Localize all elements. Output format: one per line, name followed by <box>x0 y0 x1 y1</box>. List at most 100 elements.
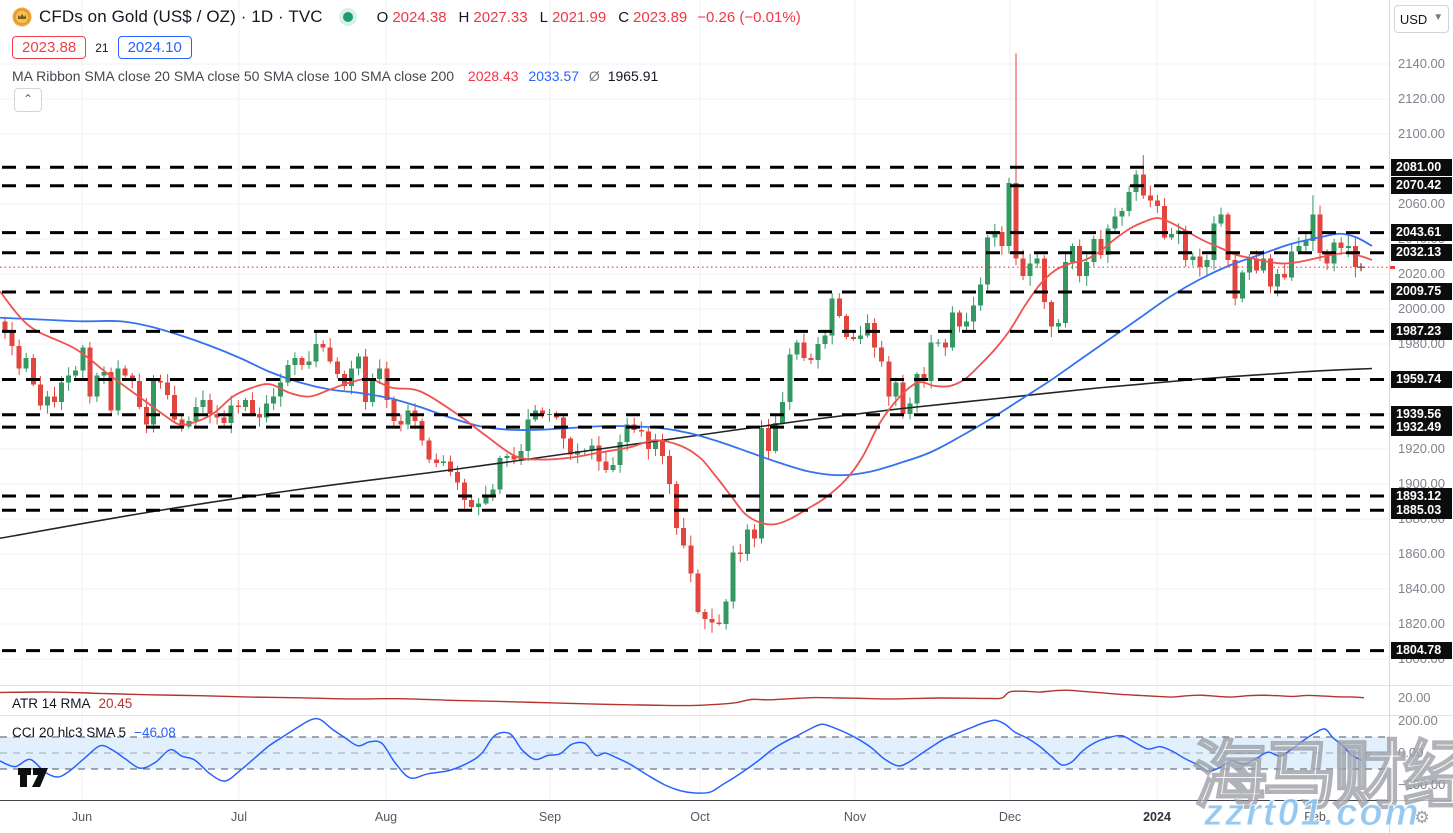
cci-line <box>0 717 1363 794</box>
candle <box>1289 251 1295 278</box>
candle <box>992 232 998 238</box>
candle <box>1338 242 1344 248</box>
candle <box>610 464 616 470</box>
candle <box>497 457 503 490</box>
candle <box>1246 258 1252 273</box>
cci-value: −46.08 <box>134 725 176 740</box>
candle <box>165 382 171 395</box>
candle <box>504 456 510 458</box>
indicator-tick-label: −200.00 <box>1398 777 1446 792</box>
candle <box>1055 323 1061 327</box>
candle <box>51 396 57 402</box>
candle <box>242 400 248 407</box>
candle <box>306 361 312 365</box>
currency-selector[interactable]: USD ▼ <box>1394 5 1449 33</box>
price-tick-label: 2140.00 <box>1398 56 1445 71</box>
candle <box>1310 214 1316 241</box>
candle <box>405 410 411 425</box>
price-line-label: 2009.75 <box>1391 283 1452 301</box>
chevron-down-icon: ▼ <box>1433 12 1444 23</box>
candle <box>645 431 651 449</box>
candle <box>490 489 496 495</box>
candle <box>956 312 962 327</box>
candle <box>30 358 36 385</box>
candle <box>978 284 984 306</box>
symbol-title[interactable]: CFDs on Gold (US$ / OZ) · 1D · TVC <box>39 7 323 26</box>
candle <box>879 347 885 362</box>
time-axis-label: 2024 <box>1143 810 1171 824</box>
ma-ribbon-row[interactable]: MA Ribbon SMA close 20 SMA close 50 SMA … <box>12 68 658 84</box>
cci-pane-label[interactable]: CCI 20 hlc3 SMA 5 −46.08 <box>12 725 176 740</box>
currency-label: USD <box>1399 11 1428 27</box>
candle <box>893 382 899 397</box>
cci-label: CCI 20 hlc3 SMA 5 <box>12 725 127 740</box>
candle <box>476 503 482 507</box>
gold-coin-icon <box>12 7 32 27</box>
candle <box>1197 256 1203 267</box>
candle <box>900 382 906 414</box>
candle <box>419 421 425 441</box>
candle <box>235 405 241 407</box>
candle <box>914 373 920 404</box>
candle <box>462 482 468 500</box>
pane-separator-atr-cci[interactable] <box>0 715 1453 716</box>
candle <box>334 361 340 374</box>
candle <box>391 400 397 421</box>
time-axis-label: Aug <box>374 810 398 824</box>
ma-ribbon-average-value: 1965.91 <box>607 68 659 84</box>
candle <box>603 461 609 470</box>
candle <box>751 529 757 539</box>
candle <box>398 421 404 425</box>
last-close-marker <box>1357 263 1366 272</box>
candle <box>221 417 227 423</box>
ma-ribbon-label: MA Ribbon SMA close 20 SMA close 50 SMA … <box>12 68 455 84</box>
candle <box>1260 258 1266 271</box>
candle <box>843 316 849 337</box>
market-status-icon[interactable] <box>342 12 353 22</box>
candle <box>44 396 50 406</box>
pane-separator-main-atr[interactable] <box>0 685 1453 686</box>
open-value: 2024.38 <box>392 8 447 26</box>
candle <box>1183 230 1189 260</box>
time-axis[interactable]: Jun Jul Aug Sep Oct Nov Dec 2024 Feb <box>0 800 1389 833</box>
atr-pane-label[interactable]: ATR 14 RMA 20.45 <box>12 696 132 711</box>
candle <box>370 379 376 402</box>
indicator-tick-label: 0.00 <box>1398 745 1424 760</box>
candle <box>299 358 305 365</box>
price-line-label: 2043.61 <box>1391 224 1452 242</box>
candle <box>426 440 432 460</box>
candle <box>1119 211 1125 217</box>
candle <box>257 414 263 418</box>
gear-icon[interactable]: ⚙ <box>1414 807 1430 827</box>
price-scale[interactable]: USD ▼ ⚙ 2140.002120.002100.002080.002060… <box>1389 0 1453 833</box>
candle <box>37 384 43 406</box>
time-axis-label: Nov <box>843 810 867 824</box>
candle <box>1133 174 1139 192</box>
candle <box>264 403 270 418</box>
candle <box>108 372 114 411</box>
collapse-indicator-button[interactable]: ⌃ <box>14 88 42 112</box>
price-line-label: 2070.42 <box>1391 177 1452 195</box>
price-tick-label: 2000.00 <box>1398 301 1445 316</box>
candle <box>525 419 531 451</box>
candle <box>483 494 489 504</box>
candle <box>850 337 856 339</box>
change-value: −0.26 (−0.01%) <box>697 8 801 26</box>
candle <box>80 347 86 371</box>
spread-value: 21 <box>95 40 109 55</box>
candle <box>327 347 333 362</box>
tradingview-logo[interactable] <box>16 764 50 790</box>
ohlc-row: O 2024.38 H 2027.33 L 2021.99 C 2023.89 −0.2… <box>369 9 801 26</box>
candle <box>568 438 574 455</box>
open-label: O <box>376 8 389 26</box>
price-tick-label: 1860.00 <box>1398 546 1445 561</box>
candle <box>1020 258 1026 276</box>
price-line-label: 1893.12 <box>1391 487 1452 505</box>
candle <box>1218 214 1224 224</box>
price-tick-label: 2060.00 <box>1398 196 1445 211</box>
candle <box>87 347 93 397</box>
axis-settings-cell[interactable]: ⚙ <box>1390 800 1453 833</box>
sell-price-button[interactable]: 2023.88 <box>12 36 87 59</box>
buy-price-button[interactable]: 2024.10 <box>117 36 192 59</box>
